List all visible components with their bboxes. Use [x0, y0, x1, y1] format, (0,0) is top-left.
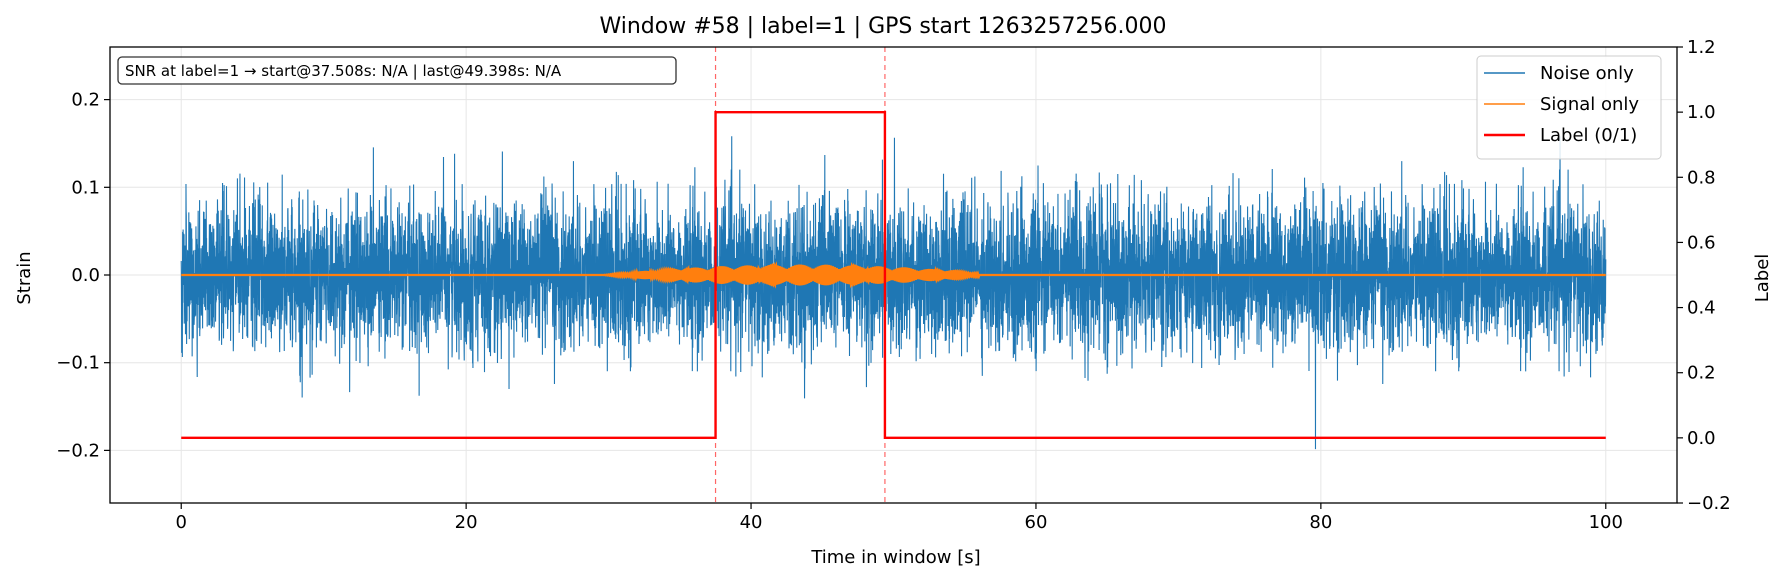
y-left-tick-label: −0.1 [56, 353, 100, 374]
y-right-tick-label: 0.8 [1687, 167, 1716, 188]
x-tick-label: 60 [1025, 512, 1048, 533]
series-label-step [181, 110, 1606, 440]
x-tick-label: 80 [1309, 512, 1332, 533]
y-right-tick-label: −0.2 [1687, 493, 1731, 514]
y-right-tick-label: 0.0 [1687, 428, 1716, 449]
legend-label: Signal only [1540, 94, 1639, 115]
series-noise-only [180, 136, 1607, 450]
y-axis-label-left: Strain [14, 251, 35, 304]
y-right-tick-label: 1.2 [1687, 37, 1716, 58]
series-signal-only [181, 261, 1606, 289]
x-tick-label: 40 [740, 512, 763, 533]
y-left-tick-label: −0.2 [56, 440, 100, 461]
x-tick-label: 100 [1589, 512, 1623, 533]
y-left-tick-label: 0.1 [71, 177, 100, 198]
legend: Noise only Signal only Label (0/1) [1476, 55, 1662, 160]
y-right-tick-label: 0.2 [1687, 363, 1716, 384]
x-tick-label: 0 [176, 512, 187, 533]
snr-annotation-text: SNR at label=1 → start@37.508s: N/A | la… [125, 62, 562, 80]
legend-box [1476, 55, 1662, 160]
snr-annotation: SNR at label=1 → start@37.508s: N/A | la… [117, 56, 677, 85]
legend-label: Noise only [1540, 63, 1634, 84]
plot-area [180, 110, 1607, 450]
y-axis-right: −0.2 0.0 0.2 0.4 0.6 0.8 1.0 1.2 [1677, 37, 1731, 514]
x-tick-label: 20 [455, 512, 478, 533]
y-axis-left: −0.2 −0.1 0.0 0.1 0.2 [56, 90, 110, 461]
y-right-tick-label: 1.0 [1687, 102, 1716, 123]
chart-title: Window #58 | label=1 | GPS start 1263257… [599, 14, 1166, 39]
snr-annotation-box [117, 56, 677, 85]
y-right-tick-label: 0.4 [1687, 298, 1716, 319]
y-axis-label-right: Label [1752, 254, 1773, 303]
y-right-tick-label: 0.6 [1687, 232, 1716, 253]
x-axis-label: Time in window [s] [810, 547, 980, 568]
y-left-tick-label: 0.0 [71, 265, 100, 286]
x-axis: 0 20 40 60 80 100 [176, 503, 1623, 533]
legend-label: Label (0/1) [1540, 125, 1637, 146]
y-left-tick-label: 0.2 [71, 90, 100, 111]
event-markers [714, 47, 886, 503]
